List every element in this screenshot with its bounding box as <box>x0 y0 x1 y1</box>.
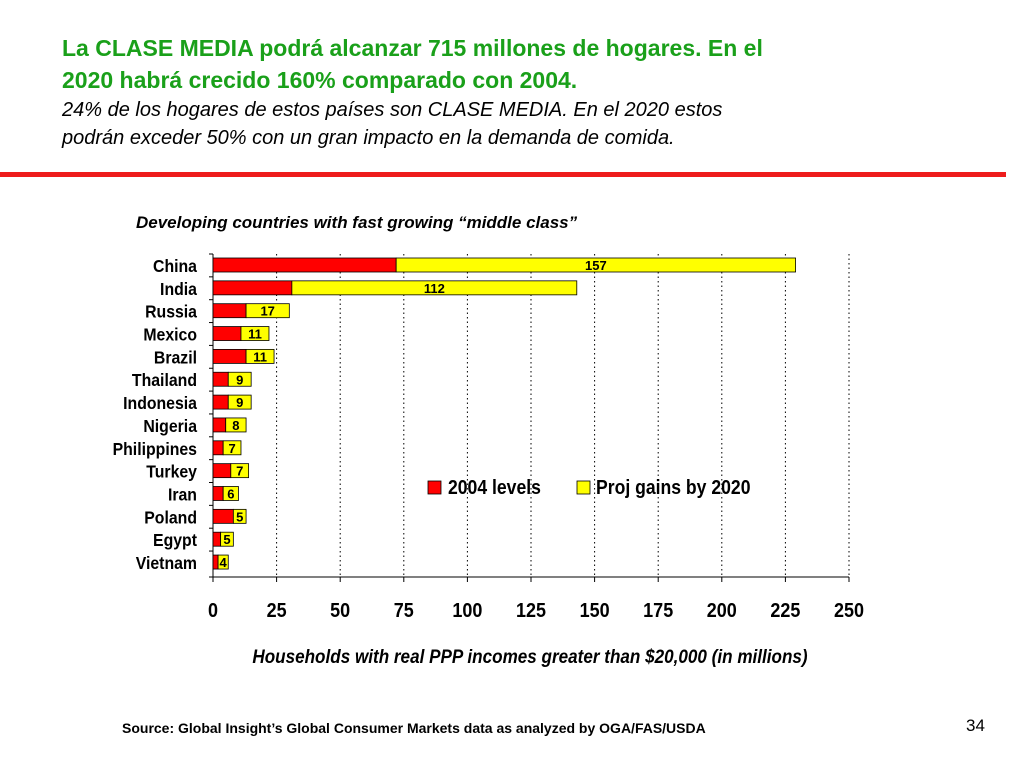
data-label: 7 <box>228 441 235 456</box>
bar-gain-vietnam <box>217 554 229 570</box>
legend-label-2004: 2004 levels <box>448 476 541 498</box>
y-tick-label: Egypt <box>153 530 197 550</box>
y-tick-label: Thailand <box>132 370 197 390</box>
bar-2004-nigeria <box>212 417 227 433</box>
subhead-line-1: 24% de los hogares de estos países son C… <box>62 99 723 121</box>
headline-line-1: La CLASE MEDIA podrá alcanzar 715 millon… <box>62 35 763 61</box>
headline-line-2: 2020 habrá crecido 160% comparado con 20… <box>62 67 578 93</box>
x-axis-label: Households with real PPP incomes greater… <box>252 647 808 668</box>
x-tick-label: 100 <box>452 600 482 622</box>
x-tick-label: 50 <box>330 600 350 622</box>
data-label: 6 <box>227 487 234 502</box>
bar-gain-india <box>291 280 578 296</box>
data-label: 4 <box>220 555 228 570</box>
x-tick-label: 250 <box>834 600 864 622</box>
bar-gain-brazil <box>245 348 275 364</box>
y-tick-label: India <box>160 279 197 299</box>
y-tick-label: Brazil <box>154 347 197 367</box>
bar-2004-poland <box>212 508 234 524</box>
bar-2004-vietnam <box>212 554 219 570</box>
bar-2004-philippines <box>212 440 224 456</box>
y-tick-label: Iran <box>168 485 197 505</box>
data-label: 11 <box>248 327 262 342</box>
bar-gain-russia <box>245 303 290 319</box>
bar-2004-iran <box>212 486 224 501</box>
bar-2004-brazil <box>212 348 247 364</box>
data-label: 17 <box>260 304 274 319</box>
bar-2004-india <box>212 280 293 296</box>
y-tick-label: Philippines <box>113 439 197 459</box>
bar-gain-mexico <box>240 326 270 341</box>
data-label: 9 <box>236 395 243 410</box>
bar-gain-poland <box>232 508 247 524</box>
bar-2004-russia <box>212 303 247 319</box>
bar-gain-turkey <box>230 463 250 479</box>
legend-swatch-gains <box>576 480 591 495</box>
bar-gain-iran <box>222 486 239 501</box>
bar-2004-china <box>212 257 397 273</box>
data-label: 112 <box>424 281 445 296</box>
data-label: 11 <box>253 349 267 364</box>
bar-gain-nigeria <box>225 417 247 433</box>
bar-2004-indonesia <box>212 394 229 410</box>
y-tick-label: Vietnam <box>136 553 197 573</box>
x-tick-label: 125 <box>516 600 546 622</box>
y-tick-label: Turkey <box>146 462 197 482</box>
bar-gain-indonesia <box>227 394 252 410</box>
x-tick-label: 150 <box>580 600 610 622</box>
bar-gain-philippines <box>222 440 242 456</box>
x-tick-label: 175 <box>643 600 673 622</box>
legend-swatch-2004 <box>427 480 442 495</box>
bar-2004-mexico <box>212 326 242 341</box>
chart-title: Developing countries with fast growing “… <box>136 213 578 232</box>
red-divider-rule <box>0 172 1006 177</box>
bar-gain-china <box>395 257 796 273</box>
data-label: 7 <box>236 464 243 479</box>
y-tick-label: Mexico <box>143 325 197 345</box>
slide-title-block: La CLASE MEDIA podrá alcanzar 715 millon… <box>62 32 962 152</box>
x-tick-label: 225 <box>770 600 800 622</box>
legend-label-gains: Proj gains by 2020 <box>596 476 750 498</box>
data-label: 9 <box>236 372 243 387</box>
y-tick-label: Indonesia <box>123 393 197 413</box>
page-number: 34 <box>966 716 985 735</box>
source-note: Source: Global Insight’s Global Consumer… <box>122 720 706 736</box>
bar-2004-egypt <box>212 531 222 547</box>
data-label: 8 <box>232 418 239 433</box>
x-tick-label: 0 <box>208 600 218 622</box>
x-tick-label: 200 <box>707 600 737 622</box>
bar-gain-thailand <box>227 371 252 387</box>
bar-2004-turkey <box>212 463 232 479</box>
y-tick-label: Nigeria <box>143 416 197 436</box>
subhead-line-2: podrán exceder 50% con un gran impacto e… <box>62 127 675 149</box>
x-tick-label: 75 <box>394 600 414 622</box>
data-label: 157 <box>585 258 607 273</box>
data-label: 5 <box>236 509 243 524</box>
x-tick-label: 25 <box>267 600 287 622</box>
y-tick-label: China <box>153 256 197 276</box>
bar-2004-thailand <box>212 371 229 387</box>
data-label: 5 <box>223 532 230 547</box>
y-tick-label: Russia <box>145 302 197 322</box>
y-tick-label: Poland <box>144 507 197 527</box>
bar-gain-egypt <box>220 531 234 547</box>
